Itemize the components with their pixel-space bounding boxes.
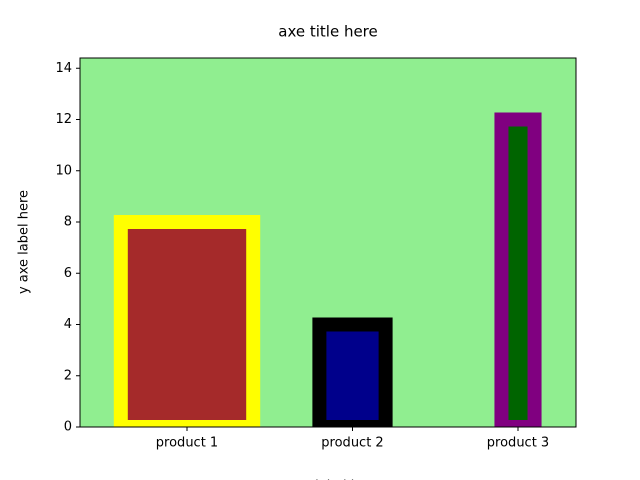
y-tick-label: 10 — [55, 163, 72, 178]
y-tick-label: 8 — [64, 215, 72, 230]
bar — [312, 317, 393, 427]
x-axis-label: x axe label here — [276, 479, 380, 480]
y-tick-label: 4 — [64, 317, 72, 332]
chart-title: axe title here — [278, 23, 378, 41]
y-tick-label: 6 — [64, 266, 72, 281]
y-tick-label: 12 — [55, 112, 72, 127]
x-tick-label: product 2 — [321, 436, 383, 451]
y-axis-label: y axe label here — [17, 190, 32, 294]
y-tick-label: 2 — [64, 368, 72, 383]
y-tick-label: 0 — [64, 420, 72, 435]
x-tick-label: product 1 — [156, 436, 218, 451]
bars — [113, 112, 542, 427]
bar — [113, 215, 261, 427]
axes-frame — [79, 57, 577, 428]
x-tick-label: product 3 — [487, 436, 549, 451]
bar — [494, 112, 542, 427]
y-tick-label: 14 — [55, 61, 72, 76]
